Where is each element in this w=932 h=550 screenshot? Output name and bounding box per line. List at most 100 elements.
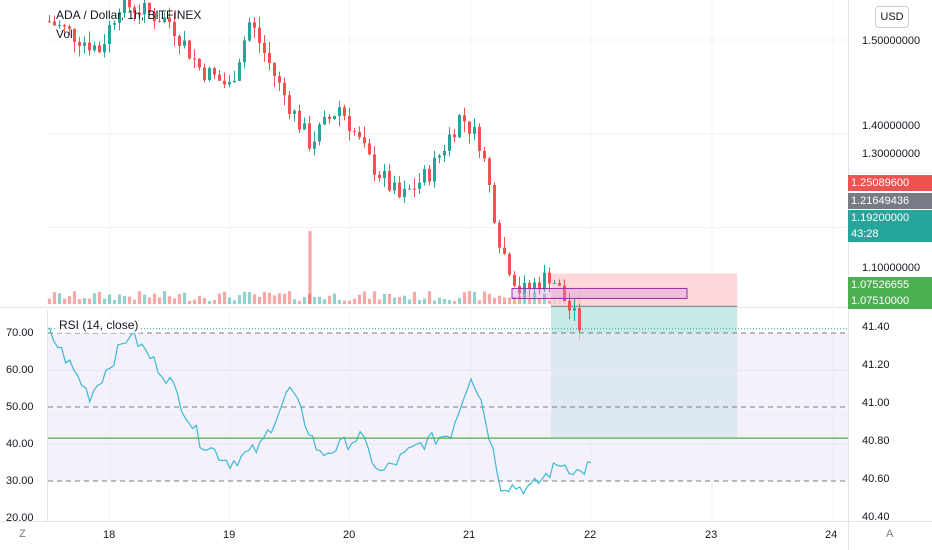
volume-bar <box>432 300 437 304</box>
volume-bar <box>472 291 477 304</box>
candle-body <box>313 141 316 149</box>
volume-bar <box>67 296 72 304</box>
rsi-right-tick: 40.80 <box>862 435 890 447</box>
volume-bar <box>322 299 327 304</box>
candle-body <box>363 137 366 144</box>
candle-body <box>68 26 71 29</box>
volume-bar <box>197 296 202 304</box>
candle-body <box>503 247 506 254</box>
candle-body <box>393 182 396 191</box>
candle-body <box>378 174 381 179</box>
volume-bar <box>402 295 407 304</box>
candle-body <box>473 126 476 134</box>
volume-bar <box>457 297 462 304</box>
volume-bar <box>547 300 552 304</box>
rsi-left-tick: 60.00 <box>6 364 34 376</box>
candle-body <box>498 222 501 248</box>
candle-body <box>228 82 231 85</box>
candle-body <box>493 184 496 223</box>
candle-body <box>383 170 386 179</box>
candle-body <box>113 22 116 25</box>
candle-body <box>528 282 531 289</box>
timezone-button[interactable]: Z <box>19 528 26 540</box>
candle-body <box>258 27 261 43</box>
candle-body <box>483 150 486 159</box>
volume-bar <box>537 298 542 304</box>
volume-bar <box>302 297 307 304</box>
target-price-tag: 1.07510000 <box>848 293 932 309</box>
candle-body <box>98 45 101 53</box>
volume-bar <box>272 295 277 304</box>
candle-body <box>133 7 136 13</box>
candle-body <box>328 116 331 120</box>
volume-bar <box>107 294 112 304</box>
volume-bar <box>212 299 217 304</box>
time-tick: 19 <box>223 529 236 541</box>
rsi-left-tick: 20.00 <box>6 512 34 524</box>
entry-price-tag: 1.21649436 <box>848 193 932 209</box>
candle-body <box>568 300 571 311</box>
volume-bar <box>462 292 467 304</box>
volume-bar <box>412 291 417 304</box>
volume-bar <box>207 300 212 304</box>
candle-body <box>308 123 311 149</box>
candle-body <box>263 42 266 54</box>
volume-bar <box>312 297 317 304</box>
candle-body <box>273 62 276 77</box>
candle-body <box>183 40 186 46</box>
candle-body <box>253 22 256 28</box>
candle-body <box>148 2 151 13</box>
candle-body <box>153 12 156 22</box>
volume-bar <box>442 298 447 304</box>
rsi-title[interactable]: RSI (14, close) <box>56 317 142 333</box>
volume-bar <box>182 292 187 304</box>
candle-body <box>358 131 361 138</box>
volume-bar <box>397 297 402 304</box>
volume-bar <box>467 291 472 304</box>
volume-bar <box>187 300 192 304</box>
candle-body <box>283 82 286 96</box>
candle-body <box>88 42 91 51</box>
candle-body <box>333 115 336 120</box>
volume-bar <box>477 300 482 304</box>
volume-bar <box>287 291 292 304</box>
volume-bar <box>487 293 492 304</box>
candle-body <box>413 188 416 190</box>
volume-bar <box>352 298 357 304</box>
candles <box>48 0 581 341</box>
volume-bar <box>142 294 147 304</box>
volume-label[interactable]: Vol <box>56 27 73 41</box>
support-price-tag: 1.07526655 <box>848 277 932 293</box>
candle-body <box>368 143 371 155</box>
countdown-tag: 43:28 <box>848 226 932 242</box>
candle-body <box>448 134 451 151</box>
candle-body <box>208 68 211 80</box>
volume-bar <box>492 297 497 304</box>
volume-bar <box>57 293 62 304</box>
volume-bar <box>382 293 387 304</box>
candle-body <box>453 134 456 138</box>
candle-body <box>193 58 196 60</box>
volume-bar <box>237 294 242 304</box>
rsi-left-tick: 50.00 <box>6 401 34 413</box>
candle-body <box>53 21 56 26</box>
candle-body <box>158 21 161 23</box>
volume-spike-bar <box>308 231 312 304</box>
candle-body <box>118 12 121 23</box>
auto-scale-button[interactable]: A <box>886 528 894 540</box>
price-tick: 1.30000000 <box>862 148 921 160</box>
candle-body <box>138 12 141 15</box>
symbol-title[interactable]: ADA / Dollar, 1h, BITFINEX <box>56 8 202 22</box>
candle-body <box>403 188 406 198</box>
volume-bar <box>247 292 252 304</box>
volume-bar <box>252 294 257 304</box>
candle-body <box>578 308 581 331</box>
currency-button[interactable]: USD <box>875 6 909 28</box>
candle-body <box>428 168 431 182</box>
candle-body <box>518 285 521 294</box>
volume-bar <box>72 291 77 304</box>
volume-bar <box>357 294 362 304</box>
candle-body <box>398 182 401 198</box>
volume-bar <box>192 299 197 304</box>
